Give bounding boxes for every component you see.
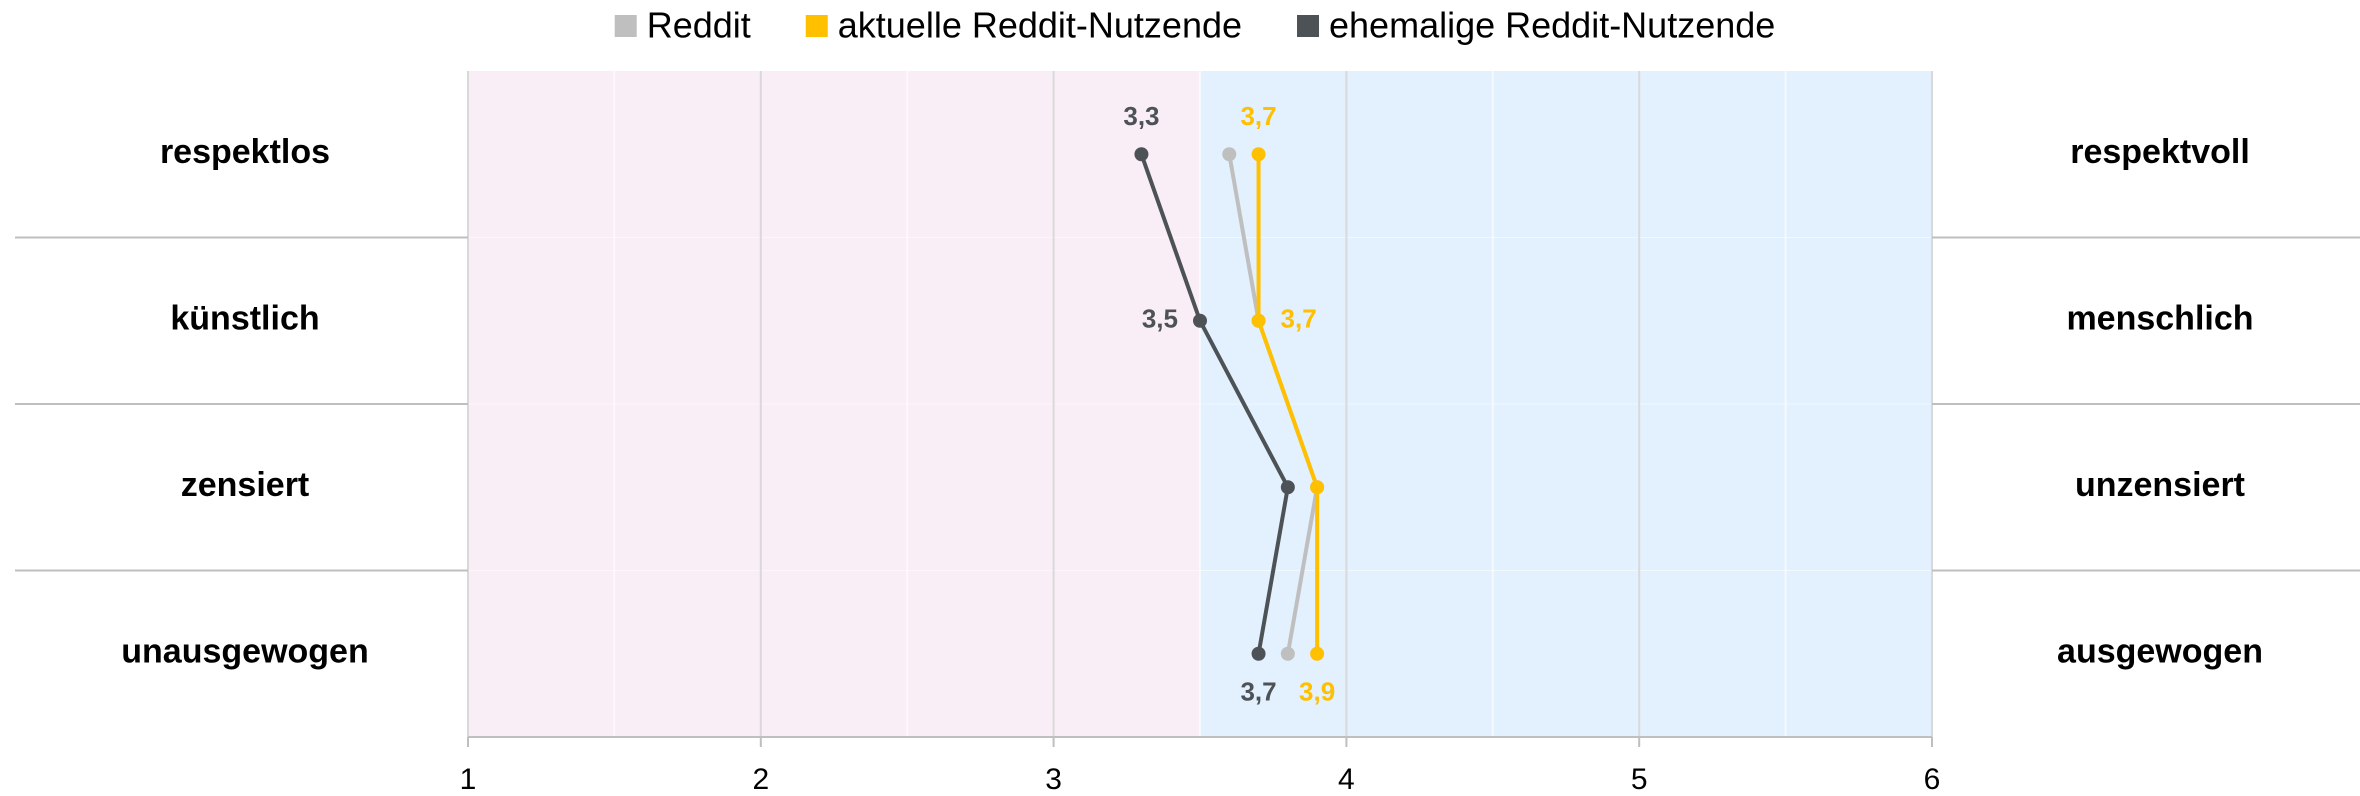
legend-label: ehemalige Reddit-Nutzende <box>1329 5 1775 46</box>
data-point <box>1134 147 1149 162</box>
data-point <box>1251 313 1266 328</box>
data-label: 3,9 <box>1299 677 1335 707</box>
left-label: respektlos <box>160 133 330 171</box>
right-label: respektvoll <box>2070 133 2250 171</box>
data-label: 3,7 <box>1240 677 1276 707</box>
data-point <box>1310 480 1325 495</box>
legend-swatch <box>805 15 828 37</box>
x-tick-label: 4 <box>1338 763 1355 791</box>
legend-swatch <box>614 15 637 37</box>
data-point <box>1251 646 1266 661</box>
data-label: 3,7 <box>1240 101 1276 131</box>
x-tick-label: 1 <box>460 763 477 791</box>
right-label: menschlich <box>2066 300 2253 338</box>
data-label: 3,5 <box>1142 304 1178 334</box>
left-label: unausgewogen <box>121 633 368 671</box>
data-point <box>1280 480 1295 495</box>
legend-swatch <box>1297 15 1320 37</box>
data-point <box>1193 313 1207 328</box>
legend-label: aktuelle Reddit-Nutzende <box>838 5 1242 46</box>
x-tick-label: 3 <box>1045 763 1062 791</box>
right-label: unzensiert <box>2075 466 2245 504</box>
x-tick-label: 6 <box>1924 763 1941 791</box>
data-point <box>1222 147 1237 162</box>
x-tick-label: 2 <box>752 763 769 791</box>
data-point <box>1310 646 1325 661</box>
data-label: 3,3 <box>1123 101 1159 131</box>
x-tick-label: 5 <box>1631 763 1648 791</box>
left-label: künstlich <box>170 300 319 338</box>
data-point <box>1251 147 1266 162</box>
data-point <box>1280 646 1295 661</box>
series-line <box>1139 153 1290 655</box>
left-label: zensiert <box>181 466 310 504</box>
right-label: ausgewogen <box>2057 633 2263 671</box>
data-label: 3,7 <box>1281 304 1317 334</box>
legend-label: Reddit <box>647 5 751 46</box>
series-line <box>1256 154 1320 654</box>
